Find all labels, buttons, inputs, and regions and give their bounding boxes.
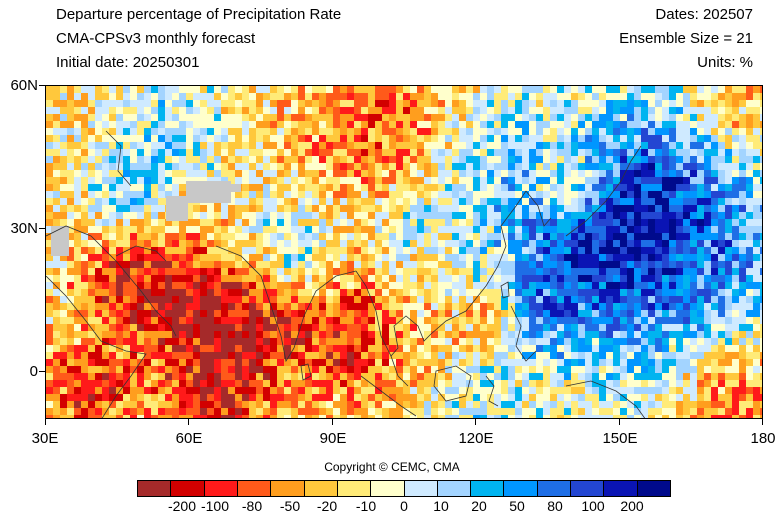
- legend-label: -100: [200, 498, 230, 514]
- x-tick: [475, 419, 476, 425]
- x-tick-label: 30E: [31, 430, 59, 447]
- coastline-arabia: [46, 225, 177, 337]
- copyright-notice: Copyright © CEMC, CMA: [324, 460, 460, 474]
- y-tick-label: 30N: [10, 220, 38, 237]
- coastline-korea: [525, 190, 552, 227]
- initial-date: Initial date: 20250301: [56, 54, 200, 71]
- coastline-japan: [565, 145, 642, 237]
- y-tick: [39, 85, 45, 86]
- legend-label: -20: [316, 498, 338, 514]
- legend-label: -10: [355, 498, 377, 514]
- coastline-caspian: [105, 130, 132, 187]
- legend-label: 200: [620, 498, 644, 514]
- coastline-china: [430, 190, 527, 335]
- x-tick-label: 120E: [458, 430, 494, 447]
- precipitation-map: [45, 85, 763, 419]
- legend-swatch: [337, 481, 372, 496]
- legend-swatch: [304, 481, 338, 496]
- legend-swatch: [171, 481, 205, 496]
- y-tick-label: 0: [29, 363, 38, 380]
- coastline-persian-gulf: [115, 245, 167, 262]
- legend-swatch: [237, 481, 272, 496]
- legend-swatch: [604, 481, 638, 496]
- legend-swatch: [271, 481, 305, 496]
- legend-swatch: [204, 481, 238, 496]
- legend-swatch: [571, 481, 605, 496]
- coastline-sulawesi: [485, 375, 499, 407]
- legend-swatch: [138, 481, 172, 496]
- legend-label: -200: [167, 498, 197, 514]
- missing-data-patches: [51, 181, 241, 256]
- y-tick: [39, 228, 45, 229]
- legend-swatch: [537, 481, 572, 496]
- ensemble-size: Ensemble Size = 21: [619, 30, 753, 47]
- coastline-malay: [390, 355, 409, 387]
- anomaly-field: [46, 86, 762, 418]
- coastline-borneo: [433, 365, 472, 402]
- coastlines: [46, 130, 646, 418]
- missing-data-patch: [186, 181, 231, 203]
- missing-data-patch: [231, 184, 241, 192]
- model-name: CMA-CPSv3 monthly forecast: [56, 30, 256, 47]
- coastline-red-sea: [46, 275, 102, 342]
- y-tick-label: 60N: [10, 77, 38, 94]
- x-tick: [188, 419, 189, 425]
- coastline-africa: [100, 340, 147, 418]
- coastline-india: [215, 245, 357, 363]
- coastline-sumatra: [360, 375, 417, 417]
- x-tick: [762, 419, 763, 425]
- legend-label: 50: [509, 498, 525, 514]
- missing-data-patch: [166, 196, 188, 221]
- legend-label: -80: [241, 498, 263, 514]
- x-tick: [619, 419, 620, 425]
- coastline-taiwan: [500, 281, 510, 299]
- legend-swatch: [437, 481, 472, 496]
- units: Units: %: [697, 54, 753, 71]
- legend-label: 0: [400, 498, 408, 514]
- coastline-sri-lanka: [300, 363, 312, 381]
- x-tick-label: 90E: [319, 430, 347, 447]
- legend-swatch: [504, 481, 538, 496]
- anomaly-cells: [46, 86, 762, 418]
- forecast-dates: Dates: 202507: [655, 6, 753, 23]
- legend-label: 80: [547, 498, 563, 514]
- legend-label: 100: [581, 498, 605, 514]
- legend-swatch: [371, 481, 405, 496]
- legend-swatch: [637, 481, 670, 496]
- x-tick: [332, 419, 333, 425]
- color-legend: [137, 480, 671, 497]
- legend-label: 20: [471, 498, 487, 514]
- x-tick-label: 150E: [602, 430, 638, 447]
- coastline-southeast-asia: [355, 270, 432, 357]
- coastline-philippines: [510, 305, 537, 362]
- y-tick: [39, 371, 45, 372]
- x-tick: [45, 419, 46, 425]
- title: Departure percentage of Precipitation Ra…: [56, 6, 342, 23]
- x-tick-label: 60E: [175, 430, 203, 447]
- legend-swatch: [404, 481, 438, 496]
- legend-swatch: [471, 481, 505, 496]
- missing-data-patch: [51, 226, 69, 256]
- legend-label: -50: [279, 498, 301, 514]
- coastline-new-guinea: [565, 380, 646, 418]
- legend-label: 10: [433, 498, 449, 514]
- x-tick-label: 180: [750, 430, 776, 447]
